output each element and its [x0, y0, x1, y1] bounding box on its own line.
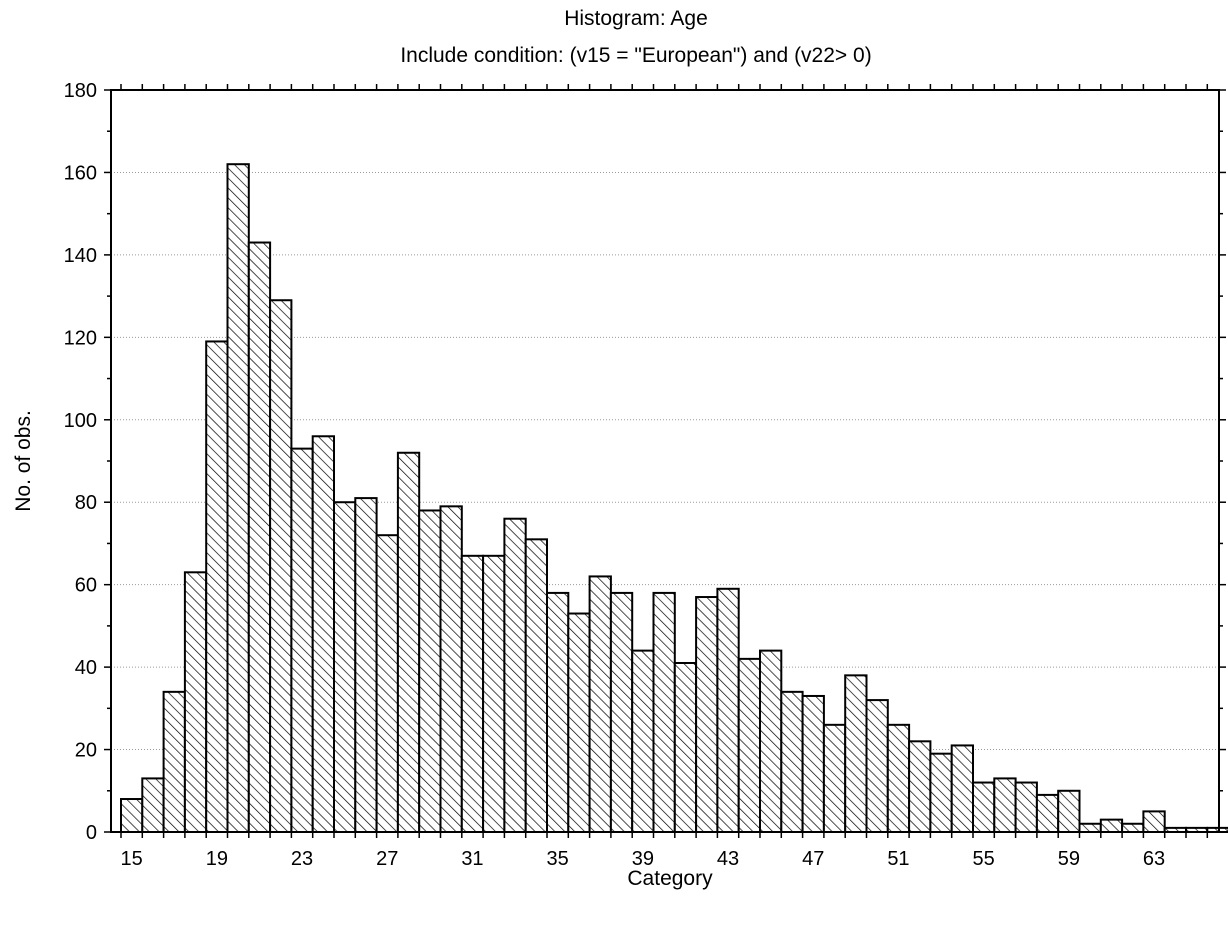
x-tick-label: 63	[1143, 848, 1165, 870]
y-tick-label: 120	[64, 327, 97, 349]
x-tick-label: 59	[1058, 848, 1080, 870]
x-tick-label: 51	[887, 848, 909, 870]
histogram-bar	[1078, 822, 1102, 833]
y-tick-label: 100	[64, 410, 97, 432]
histogram-bar	[503, 517, 527, 833]
x-tick-label: 43	[717, 848, 739, 870]
y-tick-label: 180	[64, 80, 97, 102]
histogram-bar	[354, 497, 378, 833]
x-axis-label: Category	[627, 867, 713, 890]
histogram-bar	[418, 509, 442, 833]
histogram-bar	[1014, 781, 1038, 833]
histogram-bar	[546, 591, 570, 834]
histogram-bar	[929, 752, 953, 834]
histogram-bar	[205, 340, 229, 833]
histogram-bar	[1121, 822, 1145, 833]
histogram-bar	[333, 501, 357, 833]
y-tick-label: 0	[86, 822, 97, 844]
chart-title: Histogram: Age	[564, 7, 708, 30]
histogram-bar	[652, 591, 676, 834]
x-tick-label: 47	[802, 848, 824, 870]
histogram-bar	[950, 744, 975, 834]
histogram-bar	[1035, 793, 1060, 834]
histogram-bar	[737, 657, 762, 833]
histogram-bar	[844, 674, 868, 833]
histogram-bar	[1142, 810, 1166, 834]
histogram-bar	[226, 163, 250, 833]
bars	[120, 163, 1228, 834]
y-tick-label: 140	[64, 245, 97, 267]
histogram-bar	[1099, 818, 1124, 834]
x-tick-label: 39	[632, 848, 654, 870]
histogram-bar	[865, 699, 889, 833]
histogram-bar	[588, 575, 612, 834]
x-tick-label: 15	[121, 848, 143, 870]
x-axis-ticks: 15 19 23 27 31 35 39 43 47 51 55 59 63	[120, 84, 1209, 870]
histogram-bar	[759, 649, 783, 833]
histogram-bar	[695, 596, 719, 833]
histogram-bar	[822, 723, 847, 833]
histogram-bar	[290, 447, 314, 833]
histogram-bar	[269, 299, 293, 833]
histogram-bar	[396, 451, 421, 833]
histogram-bar	[716, 587, 740, 833]
histogram-bar	[460, 554, 485, 833]
x-tick-label: 27	[376, 848, 398, 870]
x-tick-label: 55	[973, 848, 995, 870]
histogram-bar	[609, 591, 634, 834]
y-tick-label: 60	[75, 575, 97, 597]
histogram-bar	[524, 538, 549, 833]
histogram-bar	[673, 661, 698, 833]
histogram-bar	[247, 241, 272, 833]
histogram-bar	[439, 505, 463, 833]
x-tick-label: 31	[461, 848, 483, 870]
y-tick-label: 160	[64, 162, 97, 184]
histogram-bar	[908, 740, 932, 833]
y-tick-label: 80	[75, 492, 97, 514]
histogram-bar	[886, 723, 911, 833]
histogram-bar	[801, 694, 825, 834]
y-tick-label: 20	[75, 740, 97, 762]
histogram-bar	[972, 781, 996, 833]
x-tick-label: 19	[206, 848, 228, 870]
histogram-bar	[631, 649, 655, 833]
plot-frame	[110, 89, 1220, 833]
histogram-bar	[311, 435, 336, 833]
y-tick-label: 40	[75, 657, 97, 679]
histogram-bar	[375, 534, 399, 833]
histogram-bar	[993, 777, 1017, 834]
histogram-bar	[162, 690, 186, 833]
y-axis-label: No. of obs.	[12, 410, 35, 512]
histogram-bar	[141, 777, 165, 834]
histogram-bar	[1057, 789, 1081, 833]
histogram-bar	[482, 554, 506, 833]
x-tick-label: 35	[547, 848, 569, 870]
y-axis-ticks: 0 20 40 60 80 100 120 140 160 180	[64, 80, 1226, 844]
histogram-bar	[120, 798, 144, 833]
histogram-bar	[780, 690, 804, 833]
chart-subtitle: Include condition: (v15 = "European") an…	[400, 44, 871, 67]
histogram-bar	[567, 612, 591, 833]
histogram-bar	[183, 571, 208, 833]
x-tick-label: 23	[291, 848, 313, 870]
